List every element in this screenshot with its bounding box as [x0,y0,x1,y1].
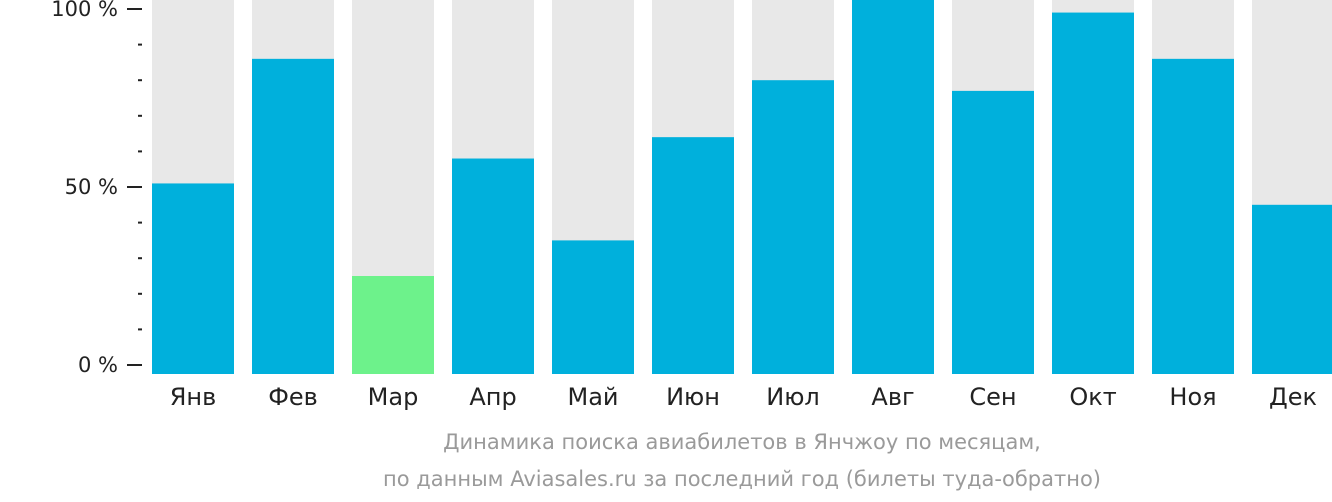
bar-10 [1052,12,1134,375]
x-tick-label: Авг [871,383,914,411]
x-tick-label: Окт [1069,383,1116,411]
x-tick-label: Сен [969,383,1016,411]
x-tick-label: Мар [368,383,419,411]
bar-4 [452,158,534,374]
bar-5 [552,240,634,374]
bar-2 [252,58,334,375]
x-tick-label: Ноя [1169,383,1216,411]
chart-caption-line-1: Динамика поиска авиабилетов в Янчжоу по … [443,430,1041,454]
bar-6 [652,137,734,374]
bar-1 [152,183,234,374]
x-tick-label: Фев [268,383,318,411]
y-tick-label: 100 % [51,0,118,21]
bar-8 [852,0,934,374]
bar-12 [1252,204,1332,374]
y-tick-label: 0 % [78,353,118,377]
chart-caption-line-2: по данным Aviasales.ru за последний год … [383,467,1101,491]
bar-11 [1152,58,1234,375]
bar-7 [752,80,834,374]
x-tick-label: Июн [666,383,720,411]
x-tick-label: Июл [766,383,820,411]
x-tick-label: Дек [1269,383,1317,411]
y-tick-label: 50 % [65,175,118,199]
bar-9 [952,90,1034,374]
x-tick-label: Янв [170,383,217,411]
x-tick-label: Май [567,383,618,411]
x-tick-label: Апр [469,383,516,411]
bar-3 [352,276,434,374]
